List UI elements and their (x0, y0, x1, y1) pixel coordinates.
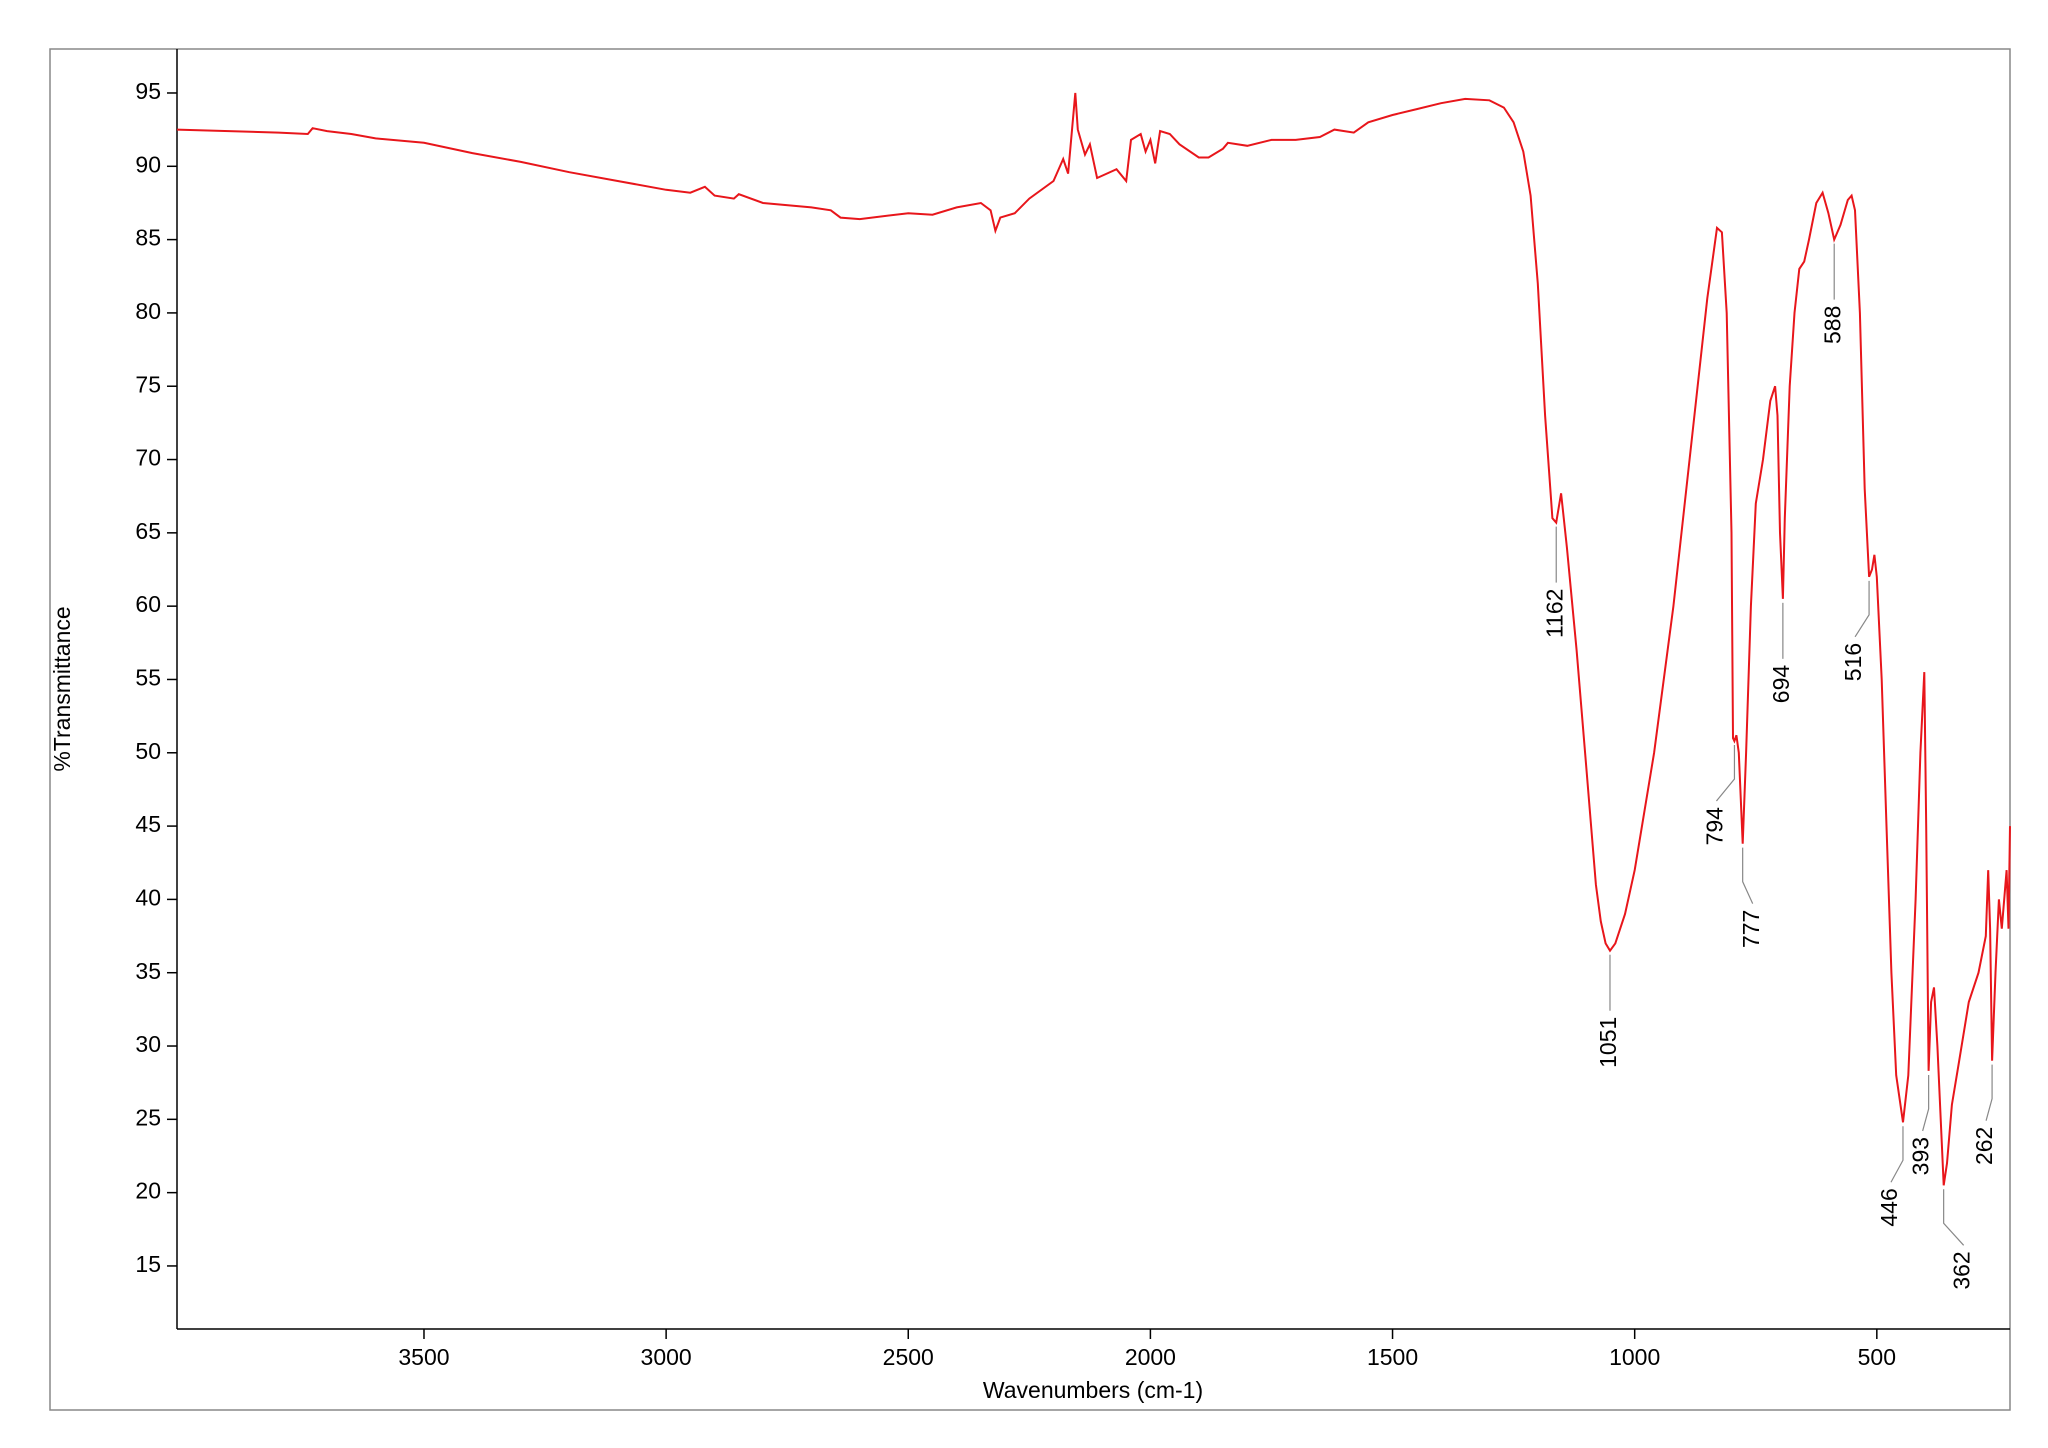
spectrum-line (176, 92, 2011, 1186)
y-tick-label: 75 (135, 371, 161, 397)
peak-label: 446 (1876, 1188, 1902, 1226)
peak-label: 777 (1738, 910, 1764, 948)
peak-label: 1051 (1595, 1017, 1621, 1068)
y-tick-label: 55 (135, 665, 161, 691)
peak-label: 516 (1840, 643, 1866, 681)
y-tick-label: 65 (135, 518, 161, 544)
y-tick-label: 80 (135, 298, 161, 324)
peak-label: 794 (1702, 807, 1728, 846)
peak-leader (1943, 1189, 1965, 1246)
x-axis-label: Wavenumbers (cm-1) (983, 1377, 1203, 1403)
peak-leader (1715, 745, 1736, 802)
peak-label: 262 (1971, 1127, 1997, 1165)
y-tick-label: 15 (135, 1251, 161, 1277)
x-tick-label: 1500 (1367, 1344, 1418, 1370)
peak-label: 362 (1949, 1251, 1975, 1289)
y-tick-label: 50 (135, 738, 161, 764)
frame (49, 48, 2011, 1411)
y-tick-label: 45 (135, 811, 161, 837)
y-tick-label: 85 (135, 225, 161, 251)
x-tick-label: 2000 (1125, 1344, 1176, 1370)
peak-label: 1162 (1541, 589, 1567, 638)
peak-label: 393 (1908, 1137, 1934, 1175)
peak-label: 588 (1819, 306, 1845, 344)
peak-leader (1985, 1064, 1993, 1121)
y-tick-label: 40 (135, 884, 161, 910)
y-tick-label: 35 (135, 958, 161, 984)
y-tick-label: 20 (135, 1178, 161, 1204)
peak-leader (1890, 1126, 1904, 1183)
y-tick-label: 90 (135, 151, 161, 177)
y-tick-label: 70 (135, 445, 161, 471)
y-tick-label: 25 (135, 1104, 161, 1130)
x-tick-label: 500 (1858, 1344, 1896, 1370)
peak-leader (1922, 1074, 1930, 1132)
y-tick-label: 95 (135, 78, 161, 104)
peak-leader (1742, 847, 1754, 904)
y-tick-label: 30 (135, 1031, 161, 1057)
x-tick-label: 3000 (641, 1344, 692, 1370)
y-tick-label: 60 (135, 591, 161, 617)
peak-label: 694 (1768, 665, 1794, 704)
x-tick-label: 1000 (1609, 1344, 1660, 1370)
y-axis-label: %Transmittance (49, 606, 75, 771)
x-tick-label: 2500 (883, 1344, 934, 1370)
x-tick-label: 3500 (398, 1344, 449, 1370)
peak-leader (1854, 580, 1870, 638)
